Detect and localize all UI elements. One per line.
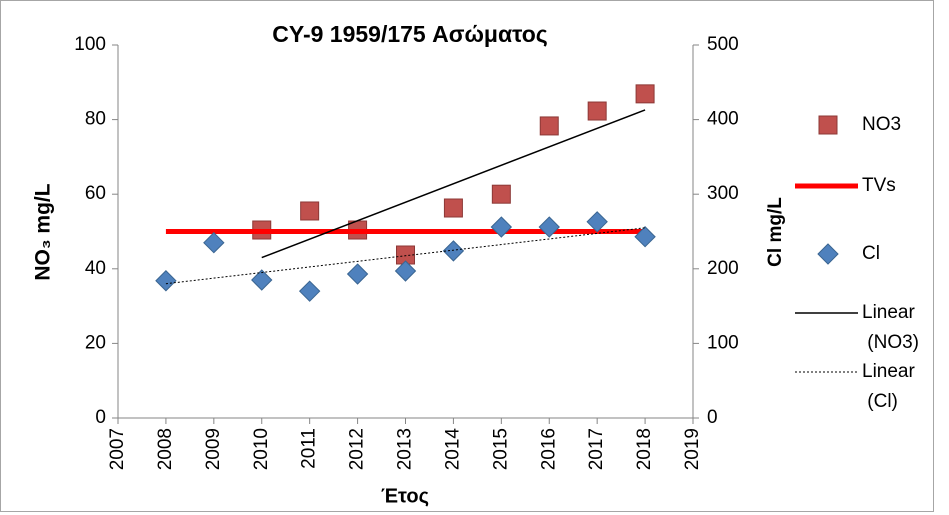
marker-square [300,201,320,221]
marker-diamond [155,270,177,292]
marker-square [443,198,463,218]
y2-tick-label: 300 [707,183,739,204]
x-tick-label: 2015 [490,428,511,470]
marker-square [539,116,559,136]
marker-diamond [634,226,656,248]
chart-frame [0,0,934,512]
marker-diamond [251,269,273,291]
marker-diamond [203,231,225,254]
y-tick-label: 100 [74,34,106,55]
marker-diamond [394,260,417,282]
x-tick-label: 2018 [634,428,655,470]
x-axis-label: Έτος [381,485,429,507]
x-tick-label: 2017 [586,428,607,470]
y-tick-label: 0 [95,407,106,428]
legend-label: NO3 [862,114,901,135]
marker-diamond [442,240,465,262]
y2-tick-label: 400 [707,109,739,130]
x-tick-label: 2014 [442,428,463,471]
legend-label: Linear (Cl) [862,361,915,412]
y-tick-label: 60 [85,183,106,204]
chart-title: CY-9 1959/175 Ασώματος [272,21,548,47]
y2-tick-label: 200 [707,258,739,279]
legend-marker [817,243,839,265]
x-tick-label: 2008 [155,428,176,470]
marker-diamond [586,211,608,233]
y2-tick-label: 100 [707,332,739,353]
x-tick-label: 2013 [395,428,416,470]
marker-diamond [298,280,321,302]
y-axis-label: NO₃ mg/L [32,183,55,280]
x-tick-label: 2009 [203,428,224,470]
legend-label: TVs [862,175,896,196]
y-tick-label: 20 [85,332,106,353]
x-tick-label: 2007 [107,428,128,470]
marker-diamond [538,216,560,238]
x-tick-label: 2019 [682,428,703,470]
series-line [165,227,646,285]
y2-tick-label: 0 [707,407,718,428]
x-tick-label: 2016 [538,428,559,470]
y2-tick-label: 500 [707,34,739,55]
marker-diamond [490,216,513,238]
x-tick-label: 2010 [251,428,272,470]
marker-square [491,184,511,204]
marker-square [635,84,655,104]
legend-label: Linear (NO3) [862,302,919,353]
marker-square [587,101,607,121]
marker-diamond [346,263,369,285]
x-tick-label: 2012 [347,428,368,470]
legend-marker [818,115,838,135]
series-line [261,109,646,259]
legend-label: Cl [862,243,880,264]
y-tick-label: 80 [85,109,106,130]
y-tick-label: 40 [85,258,106,279]
y2-axis-label: Cl mg/L [765,197,786,267]
x-tick-label: 2011 [299,428,320,469]
